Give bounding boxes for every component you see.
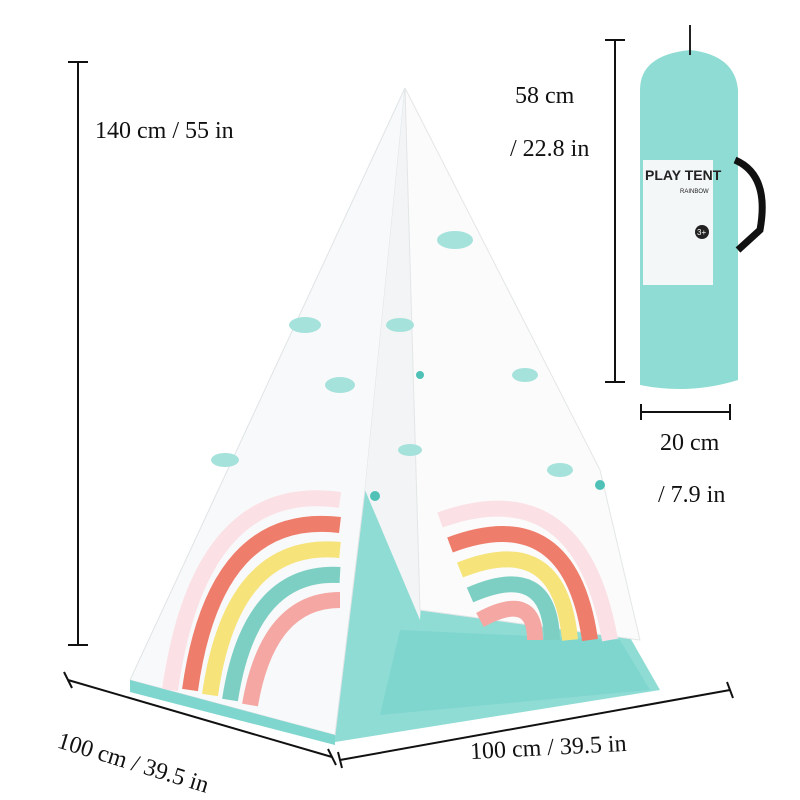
dimension-lines: [63, 39, 734, 769]
rainbow-right: [437, 500, 618, 642]
cloud-prints: [211, 231, 573, 477]
age-badge: 3+: [697, 228, 706, 237]
rainbow-left: [162, 490, 342, 707]
bag-width-in-label: / 7.9 in: [658, 482, 726, 508]
bag-length-cm-label: 58 cm: [515, 83, 575, 109]
storage-bag: PLAY TENT RAINBOW 3+: [640, 25, 766, 389]
bag-width-cm-label: 20 cm: [660, 430, 720, 456]
bag-label-title: PLAY TENT: [645, 167, 722, 183]
height-label: 140 cm / 55 in: [95, 118, 234, 144]
tent: [129, 87, 660, 745]
bag-length-in-label: / 22.8 in: [510, 136, 590, 162]
tie-bows: [370, 371, 605, 501]
bag-label-subtitle: RAINBOW: [680, 189, 709, 195]
